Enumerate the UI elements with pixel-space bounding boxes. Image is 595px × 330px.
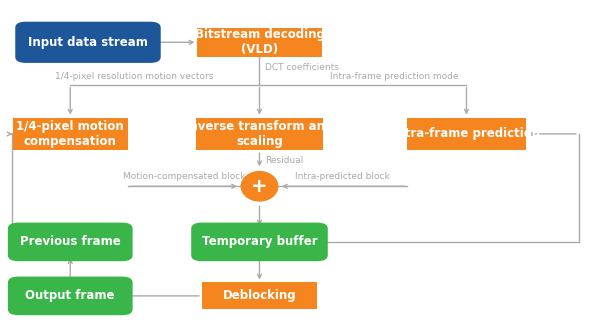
Text: Intra-frame prediction: Intra-frame prediction bbox=[393, 127, 540, 140]
Text: Temporary buffer: Temporary buffer bbox=[202, 235, 317, 248]
Text: Intra-frame prediction mode: Intra-frame prediction mode bbox=[330, 72, 458, 81]
Text: Intra-predicted block: Intra-predicted block bbox=[296, 172, 390, 182]
Text: +: + bbox=[251, 177, 268, 196]
FancyBboxPatch shape bbox=[191, 223, 328, 261]
Text: 1/4-pixel motion
compensation: 1/4-pixel motion compensation bbox=[17, 120, 124, 148]
Text: 1/4-pixel resolution motion vectors: 1/4-pixel resolution motion vectors bbox=[55, 72, 213, 81]
Text: Previous frame: Previous frame bbox=[20, 235, 121, 248]
Text: Output frame: Output frame bbox=[26, 289, 115, 302]
FancyBboxPatch shape bbox=[15, 22, 161, 63]
Text: DCT coefficients: DCT coefficients bbox=[265, 63, 339, 72]
FancyBboxPatch shape bbox=[12, 117, 128, 150]
Text: Residual: Residual bbox=[265, 156, 304, 165]
Text: Inverse transform and
scaling: Inverse transform and scaling bbox=[185, 120, 334, 148]
FancyBboxPatch shape bbox=[408, 117, 525, 150]
FancyBboxPatch shape bbox=[196, 117, 323, 150]
FancyBboxPatch shape bbox=[8, 277, 133, 315]
Text: Input data stream: Input data stream bbox=[28, 36, 148, 49]
Ellipse shape bbox=[240, 171, 278, 202]
FancyBboxPatch shape bbox=[198, 28, 321, 57]
FancyBboxPatch shape bbox=[202, 282, 317, 309]
Text: Bitstream decoding
(VLD): Bitstream decoding (VLD) bbox=[195, 28, 324, 56]
Text: Motion-compensated block: Motion-compensated block bbox=[123, 172, 246, 182]
Text: Deblocking: Deblocking bbox=[223, 289, 296, 302]
FancyBboxPatch shape bbox=[8, 223, 133, 261]
